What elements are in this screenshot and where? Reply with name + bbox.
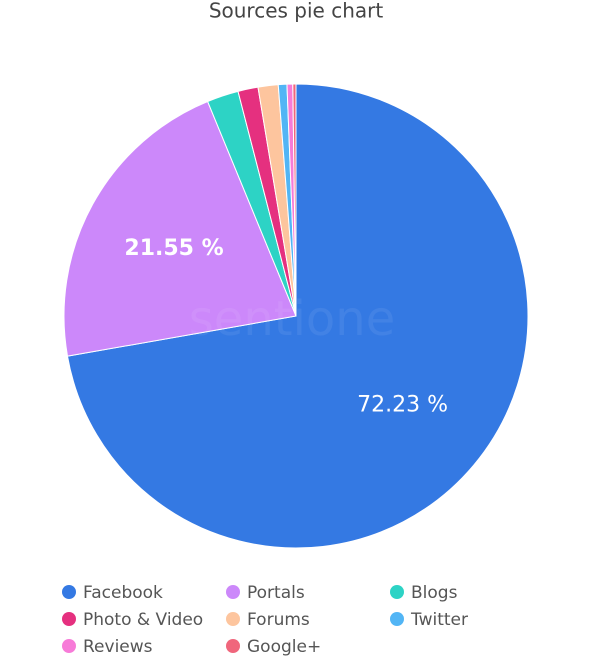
legend-swatch	[390, 612, 404, 626]
legend-swatch	[62, 612, 76, 626]
legend-item[interactable]: Reviews	[62, 637, 153, 657]
legend-label: Twitter	[410, 610, 468, 630]
watermark: sentione	[189, 291, 395, 347]
legend-swatch	[226, 612, 240, 626]
legend-swatch	[226, 585, 240, 599]
legend-item[interactable]: Portals	[226, 583, 305, 603]
legend-item[interactable]: Facebook	[62, 583, 163, 603]
legend-swatch	[62, 639, 76, 653]
legend-label: Google+	[247, 637, 321, 657]
legend-label: Photo & Video	[83, 610, 203, 630]
legend-item[interactable]: Google+	[226, 637, 321, 657]
legend-item[interactable]: Photo & Video	[62, 610, 203, 630]
legend-swatch	[226, 639, 240, 653]
data-label: 21.55 %	[124, 236, 223, 261]
pie-slice	[63, 100, 297, 357]
legend-label: Blogs	[411, 583, 458, 603]
legend-item[interactable]: Forums	[226, 610, 310, 630]
legend-label: Facebook	[83, 583, 163, 603]
pie-slice	[292, 83, 297, 317]
legend-swatch	[62, 585, 76, 599]
legend-item[interactable]: Blogs	[390, 583, 458, 603]
legend-item[interactable]: Twitter	[390, 610, 468, 630]
legend-label: Forums	[247, 610, 310, 630]
data-label: 72.23 %	[357, 393, 448, 418]
pie-slice	[66, 83, 529, 549]
legend-label: Portals	[247, 583, 305, 603]
legend-label: Reviews	[83, 637, 153, 657]
chart-title: Sources pie chart	[209, 0, 384, 23]
legend-swatch	[390, 585, 404, 599]
